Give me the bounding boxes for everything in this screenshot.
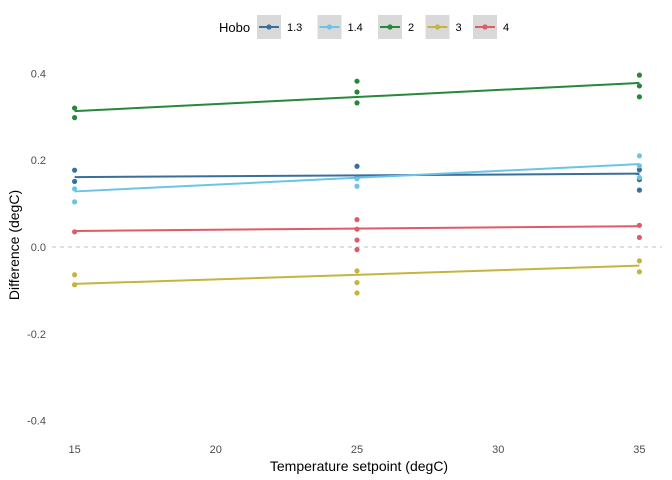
legend-key-point [387, 24, 393, 30]
legend-label: 1.4 [348, 22, 363, 34]
data-point-hobo-3 [354, 279, 360, 286]
legend-item-hobo-1-3: 1.3 [257, 15, 302, 39]
x-tick-label: 20 [210, 444, 222, 456]
data-point-hobo-1-3 [71, 167, 78, 173]
data-point-hobo-4 [636, 222, 643, 228]
data-point-hobo-4 [636, 234, 643, 241]
legend-title: Hobo [219, 20, 250, 35]
data-point-hobo-3 [636, 269, 643, 275]
data-point-hobo-1-4 [636, 174, 643, 181]
data-point-hobo-2 [71, 115, 78, 121]
legend-key-point [266, 24, 272, 30]
legend-item-hobo-4: 4 [473, 15, 509, 39]
y-axis-title: Difference (degC) [6, 190, 22, 300]
fit-line-hobo-1-3 [74, 172, 640, 179]
legend-item-hobo-1-4: 1.4 [317, 15, 363, 39]
data-point-hobo-3 [71, 282, 78, 288]
data-point-hobo-1-3 [636, 187, 643, 193]
x-tick-label: 35 [633, 444, 645, 456]
legend-key-point [326, 24, 333, 30]
y-tick-label: 0.0 [31, 242, 46, 254]
data-point-hobo-1-4 [71, 186, 78, 192]
x-tick-label: 25 [351, 444, 363, 456]
data-point-hobo-2 [354, 89, 360, 95]
x-tick-label: 15 [68, 444, 80, 456]
y-tick-label: -0.4 [27, 416, 46, 428]
data-points [71, 72, 643, 296]
y-tick-label: 0.2 [31, 155, 46, 167]
fit-line-hobo-2 [74, 81, 640, 113]
data-point-hobo-4 [354, 237, 360, 243]
legend-label: 4 [503, 22, 509, 34]
data-point-hobo-4 [354, 247, 360, 253]
data-point-hobo-4 [354, 226, 360, 232]
data-point-hobo-2 [354, 100, 360, 106]
data-point-hobo-3 [71, 272, 78, 278]
data-point-hobo-1-3 [71, 178, 78, 185]
data-point-hobo-4 [354, 217, 360, 223]
data-point-hobo-1-3 [636, 167, 643, 173]
data-point-hobo-3 [354, 268, 360, 274]
data-point-hobo-2 [636, 72, 643, 78]
legend: Hobo 1.3 1.4 2 3 4 [219, 15, 509, 39]
legend-label: 3 [456, 22, 462, 34]
fit-lines [74, 81, 640, 285]
data-point-hobo-1-3 [354, 163, 360, 169]
legend-item-hobo-3: 3 [425, 15, 462, 39]
fit-line-hobo-3 [74, 264, 640, 285]
legend-label: 2 [408, 22, 414, 34]
data-point-hobo-2 [636, 83, 643, 89]
x-axis-title: Temperature setpoint (degC) [270, 458, 448, 474]
legend-label: 1.3 [287, 22, 302, 34]
x-tick-label: 30 [492, 444, 504, 456]
data-point-hobo-1-4 [636, 153, 643, 159]
data-point-hobo-2 [354, 78, 360, 84]
data-point-hobo-1-4 [636, 163, 643, 169]
legend-item-hobo-2: 2 [378, 15, 414, 39]
y-tick-label: -0.2 [27, 329, 46, 341]
data-point-hobo-1-4 [71, 199, 78, 205]
data-point-hobo-2 [71, 105, 78, 111]
data-point-hobo-3 [636, 258, 643, 264]
data-point-hobo-3 [354, 290, 360, 296]
data-point-hobo-1-4 [354, 176, 360, 182]
data-point-hobo-4 [71, 229, 78, 235]
y-tick-label: 0.4 [31, 68, 46, 80]
legend-key-point [434, 24, 441, 30]
data-point-hobo-2 [636, 94, 643, 100]
legend-key-point [482, 24, 488, 30]
data-point-hobo-1-4 [354, 183, 360, 189]
axes: 15 20 25 30 35 -0.4 -0.2 0.0 0.2 0.4 [27, 68, 646, 456]
